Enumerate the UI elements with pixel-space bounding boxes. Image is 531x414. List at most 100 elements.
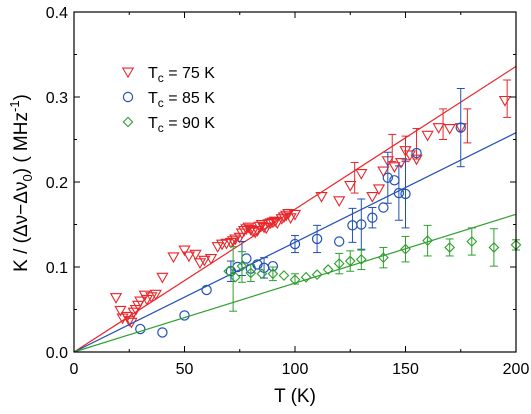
legend-label-subscript: c	[158, 96, 164, 110]
data-point	[275, 214, 288, 225]
data-point	[372, 184, 386, 196]
data-point	[189, 249, 202, 261]
y-label-delta-nu-0: Δν	[11, 182, 32, 204]
legend-label: Tc = 85 K	[148, 90, 215, 110]
data-point	[123, 316, 136, 327]
y-label-mid: ) ( MHz	[11, 112, 32, 174]
data-point	[125, 317, 138, 329]
data-point	[389, 175, 400, 186]
data-point	[267, 268, 279, 280]
data-point	[127, 307, 140, 319]
data-point	[145, 292, 158, 304]
data-point	[288, 209, 302, 221]
legend-label-subscript: c	[158, 121, 164, 135]
data-point	[284, 213, 297, 225]
data-point	[149, 289, 162, 301]
plot-area	[73, 65, 522, 353]
y-label-suffix: )	[11, 94, 32, 100]
data-point	[134, 296, 147, 308]
data-point	[178, 245, 191, 257]
data-point	[204, 254, 218, 265]
data-point	[140, 294, 154, 306]
data-point	[311, 269, 323, 281]
data-point	[236, 260, 248, 272]
data-point	[367, 212, 378, 223]
data-point	[322, 264, 334, 275]
data-point	[223, 265, 235, 277]
data-point	[333, 258, 345, 269]
data-point	[366, 192, 379, 203]
data-point	[157, 327, 168, 338]
data-point	[224, 237, 238, 249]
data-point	[333, 196, 346, 208]
x-tick-label: 200	[503, 361, 530, 378]
data-point	[334, 236, 345, 247]
series-triangle-down	[73, 65, 517, 353]
data-point	[226, 236, 240, 247]
data-point	[167, 252, 180, 264]
data-point	[193, 258, 207, 270]
data-point	[300, 271, 312, 283]
legend-label-value: = 90 K	[164, 115, 215, 132]
data-point	[249, 227, 262, 239]
data-point	[356, 219, 367, 230]
x-tick-label: 50	[176, 361, 194, 378]
legend-label-value: = 85 K	[164, 90, 215, 107]
y-tick-label: 0.2	[46, 175, 68, 192]
data-point	[311, 233, 323, 245]
data-point	[289, 238, 301, 250]
data-point	[422, 235, 433, 247]
legend-label-t: T	[148, 65, 158, 82]
data-point	[201, 284, 212, 296]
data-point	[278, 270, 290, 281]
data-point	[400, 188, 411, 200]
y-tick-label: 0.0	[46, 345, 68, 362]
y-label-subscript: 0	[20, 174, 35, 181]
series-circle	[73, 88, 517, 353]
data-point	[114, 305, 127, 317]
data-point	[229, 271, 241, 283]
data-point	[378, 202, 389, 213]
legend-label: Tc = 90 K	[148, 115, 215, 135]
data-point	[256, 268, 268, 280]
legend-marker	[121, 67, 135, 79]
axes: 0 50 100 150 200 0.0 0.1 0.2 0.3 0.4	[46, 5, 530, 378]
fit-line	[73, 65, 517, 353]
y-axis-label: K / (Δν−Δν0) ( MHz-1)	[7, 94, 35, 272]
legend-label: Tc = 75 K	[148, 65, 215, 85]
data-point	[289, 274, 301, 286]
data-point	[244, 225, 257, 236]
y-tick-label: 0.1	[46, 260, 68, 277]
data-point	[377, 166, 390, 178]
data-point	[277, 212, 291, 224]
y-tick-label: 0.3	[46, 90, 68, 107]
data-point	[235, 228, 249, 240]
data-point	[266, 217, 280, 229]
legend-label-t: T	[148, 90, 158, 107]
legend-label-value: = 75 K	[164, 65, 215, 82]
data-point	[488, 242, 500, 253]
data-point	[382, 172, 394, 183]
data-point	[388, 162, 401, 174]
y-label-prefix: K / (	[11, 236, 32, 272]
x-tick-label: 0	[70, 361, 79, 378]
data-point	[378, 252, 389, 264]
data-point	[421, 130, 434, 142]
data-point	[344, 180, 357, 192]
data-point	[211, 242, 224, 253]
legend: Tc = 75 KTc = 85 KTc = 90 K	[121, 65, 215, 135]
y-label-delta-nu: Δν	[11, 215, 32, 237]
data-point	[394, 158, 408, 169]
data-point	[245, 267, 257, 279]
data-point	[444, 242, 456, 253]
data-point	[135, 323, 146, 335]
data-point	[315, 192, 328, 203]
data-point	[280, 210, 293, 222]
data-point	[198, 255, 211, 267]
x-tick-label: 150	[392, 361, 419, 378]
data-point	[156, 272, 169, 284]
data-point	[466, 236, 478, 247]
data-point	[257, 222, 271, 234]
